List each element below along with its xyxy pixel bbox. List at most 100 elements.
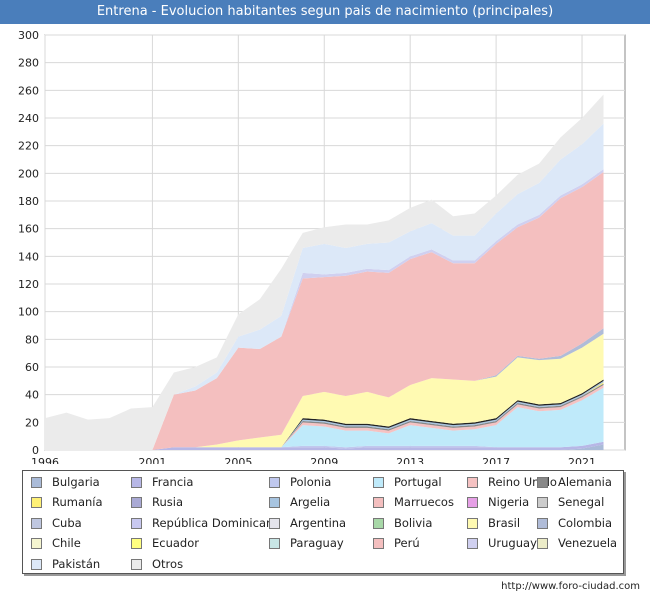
- legend-item-marruecos: Marruecos: [373, 494, 454, 510]
- legend-item-uruguay: Uruguay: [467, 535, 537, 551]
- legend-label: Polonia: [290, 475, 332, 489]
- legend-label: Colombia: [558, 516, 613, 530]
- legend-label: Rusia: [152, 495, 183, 509]
- legend-item-rusia: Rusia: [131, 494, 183, 510]
- legend-swatch: [131, 496, 142, 508]
- x-tick-label-2017: 2017: [482, 456, 510, 464]
- legend-swatch: [537, 517, 548, 529]
- y-tick-label-220: 220: [18, 140, 39, 153]
- source-link[interactable]: http://www.foro-ciudad.com: [501, 581, 640, 592]
- legend-swatch: [269, 496, 280, 508]
- legend-label: Bulgaria: [52, 475, 100, 489]
- legend-item-chile: Chile: [31, 535, 81, 551]
- legend-swatch: [131, 537, 142, 549]
- legend-item-nigeria: Nigeria: [467, 494, 529, 510]
- legend-item-republica-dominicana: República Dominicana: [131, 515, 280, 531]
- legend-swatch: [31, 558, 42, 570]
- legend-item-argelia: Argelia: [269, 494, 330, 510]
- legend-swatch: [373, 517, 384, 529]
- legend-item-cuba: Cuba: [31, 515, 82, 531]
- legend-item-peru: Perú: [373, 535, 420, 551]
- legend-swatch: [31, 517, 42, 529]
- legend-swatch: [131, 558, 142, 570]
- x-tick-label-1996: 1996: [31, 456, 59, 464]
- legend-item-ecuador: Ecuador: [131, 535, 199, 551]
- legend-label: Rumanía: [52, 495, 103, 509]
- legend-swatch: [467, 537, 478, 549]
- legend-swatch: [31, 537, 42, 549]
- legend-item-senegal: Senegal: [537, 494, 604, 510]
- legend-label: Alemania: [558, 475, 612, 489]
- legend-swatch: [537, 537, 548, 549]
- legend-label: Bolivia: [394, 516, 433, 530]
- y-tick-label-300: 300: [18, 29, 39, 42]
- series-area-portugal: [45, 387, 604, 450]
- legend-item-paraguay: Paraguay: [269, 535, 344, 551]
- legend-swatch: [31, 476, 42, 488]
- legend-label: Paraguay: [290, 536, 344, 550]
- legend-item-bulgaria: Bulgaria: [31, 474, 100, 490]
- area-layer: [45, 94, 604, 451]
- legend-label: Cuba: [52, 516, 82, 530]
- legend-item-polonia: Polonia: [269, 474, 331, 490]
- legend-label: Nigeria: [488, 495, 530, 509]
- legend-label: Uruguay: [488, 536, 537, 550]
- legend-label: Chile: [52, 536, 81, 550]
- legend-label: Brasil: [488, 516, 521, 530]
- legend-swatch: [467, 496, 478, 508]
- legend-item-francia: Francia: [131, 474, 193, 490]
- legend-label: República Dominicana: [152, 516, 281, 530]
- legend-swatch: [269, 517, 280, 529]
- legend: Bulgaria Francia Polonia Portugal Reino Unid…: [22, 470, 624, 574]
- legend-label: Argelia: [290, 495, 331, 509]
- y-tick-label-120: 120: [18, 278, 39, 291]
- y-tick-label-100: 100: [18, 306, 39, 319]
- y-tick-label-80: 80: [25, 333, 39, 346]
- x-tick-label-2005: 2005: [224, 456, 252, 464]
- y-tick-label-0: 0: [32, 444, 39, 457]
- legend-label: Pakistán: [52, 557, 101, 571]
- chart-title: Entrena - Evolucion habitantes segun pai…: [0, 0, 650, 24]
- legend-swatch: [131, 517, 142, 529]
- y-tick-label-140: 140: [18, 250, 39, 263]
- y-tick-label-160: 160: [18, 223, 39, 236]
- axis-layer: 0 20 40 60 80 100 120 140 160 180 200 220 240 260 280 3…: [18, 29, 596, 464]
- y-tick-label-240: 240: [18, 112, 39, 125]
- y-tick-label-280: 280: [18, 57, 39, 70]
- legend-swatch: [537, 476, 548, 488]
- legend-swatch: [537, 496, 548, 508]
- y-tick-label-260: 260: [18, 84, 39, 97]
- legend-label: Marruecos: [394, 495, 454, 509]
- x-tick-label-2013: 2013: [396, 456, 424, 464]
- legend-swatch: [131, 476, 142, 488]
- series-area-francia: [45, 441, 604, 450]
- y-tick-label-200: 200: [18, 167, 39, 180]
- legend-item-brasil: Brasil: [467, 515, 520, 531]
- legend-swatch: [373, 537, 384, 549]
- series-area-peru: [45, 171, 604, 450]
- legend-item-rumania: Rumanía: [31, 494, 103, 510]
- legend-swatch: [467, 476, 478, 488]
- legend-label: Ecuador: [152, 536, 199, 550]
- y-tick-label-60: 60: [25, 361, 39, 374]
- legend-label: Senegal: [558, 495, 605, 509]
- area-chart: 0 20 40 60 80 100 120 140 160 180 200 220 240 260 280 3…: [18, 29, 626, 464]
- legend-item-otros: Otros: [131, 556, 183, 572]
- legend-swatch: [269, 537, 280, 549]
- legend-label: Portugal: [394, 475, 442, 489]
- legend-item-pakistan: Pakistán: [31, 556, 100, 572]
- y-tick-label-20: 20: [25, 416, 39, 429]
- legend-label: Venezuela: [558, 536, 618, 550]
- legend-label: Argentina: [290, 516, 347, 530]
- legend-item-colombia: Colombia: [537, 515, 612, 531]
- x-tick-label-2009: 2009: [310, 456, 338, 464]
- x-tick-label-2001: 2001: [138, 456, 166, 464]
- y-tick-label-180: 180: [18, 195, 39, 208]
- legend-item-alemania: Alemania: [537, 474, 612, 490]
- legend-item-portugal: Portugal: [373, 474, 442, 490]
- legend-swatch: [31, 496, 42, 508]
- legend-swatch: [467, 517, 478, 529]
- legend-item-venezuela: Venezuela: [537, 535, 617, 551]
- y-tick-label-40: 40: [25, 389, 39, 402]
- x-tick-label-2021: 2021: [568, 456, 596, 464]
